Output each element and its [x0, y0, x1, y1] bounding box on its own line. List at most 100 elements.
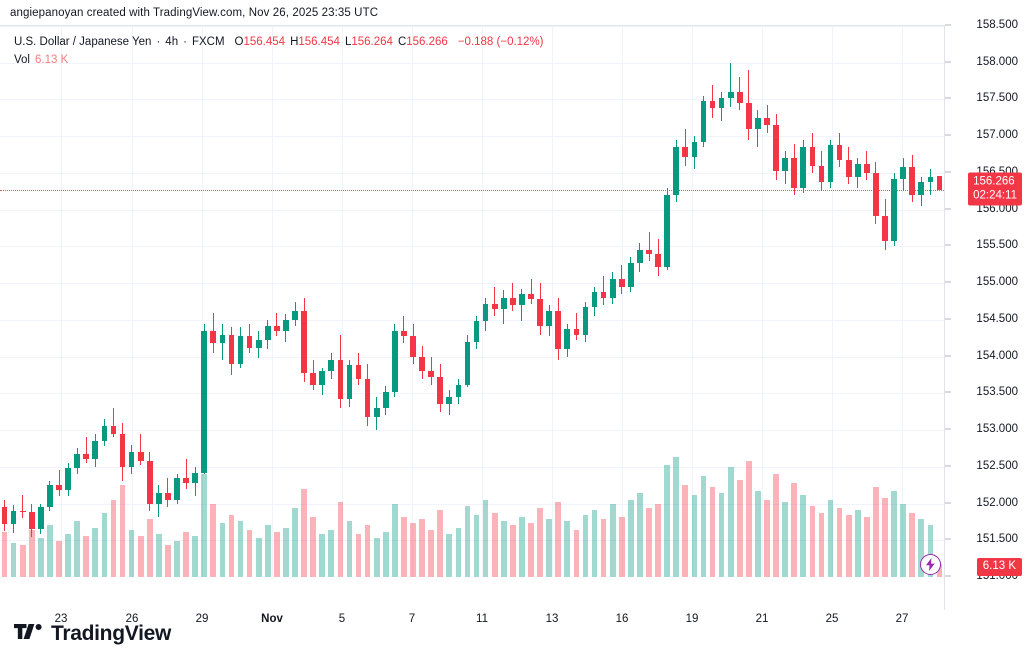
- volume-bar: [791, 482, 798, 577]
- volume-bar: [292, 508, 298, 577]
- grid-line-horizontal: [0, 503, 944, 505]
- volume-bar: [464, 506, 471, 577]
- candle-body: [156, 492, 162, 504]
- candle-body: [119, 433, 126, 467]
- time-axis[interactable]: 23 26 29 Nov 5 7 11 13 16 19 21 25 27: [0, 602, 944, 636]
- grid-line-horizontal: [0, 246, 944, 248]
- candle-body: [301, 311, 307, 373]
- volume-bar: [255, 538, 262, 577]
- volume-bar: [555, 501, 562, 577]
- candle-wick: [929, 169, 931, 195]
- volume-bar: [927, 525, 934, 577]
- chart-pane[interactable]: [0, 26, 944, 577]
- price-axis-tick: 151.500: [976, 533, 1018, 546]
- candle-wick: [521, 289, 523, 322]
- candle-body: [237, 336, 244, 364]
- price-axis[interactable]: 156.266 02:24:11 6.13 K 158.500 158.000 15…: [944, 19, 1024, 610]
- candle-wick: [512, 283, 514, 312]
- price-axis-tick-mark: [945, 355, 951, 357]
- volume-bar: [818, 512, 825, 577]
- candle-body: [110, 426, 117, 434]
- volume-bar: [628, 499, 634, 577]
- candle-body: [818, 165, 825, 182]
- volume-bar: [873, 486, 879, 577]
- grid-line-vertical: [902, 26, 903, 577]
- candle-body: [373, 408, 380, 417]
- time-axis-tick: 16: [615, 613, 629, 625]
- grid-line-horizontal: [0, 62, 944, 64]
- candle-body: [500, 297, 507, 309]
- candle-body: [782, 158, 788, 172]
- candle-body: [482, 303, 489, 322]
- price-axis-tick-mark: [945, 465, 951, 467]
- candle-body: [428, 371, 434, 378]
- volume-bar: [618, 516, 625, 577]
- price-axis-tick-mark: [945, 538, 951, 540]
- candle-body: [38, 507, 44, 529]
- candle-body: [56, 485, 62, 491]
- volume-bar: [845, 514, 852, 577]
- price-axis-tick: 156.000: [976, 202, 1018, 215]
- volume-bar: [219, 523, 226, 577]
- lightning-bolt-icon[interactable]: [919, 554, 941, 575]
- volume-bar: [28, 529, 35, 577]
- time-axis-tick: 11: [476, 613, 488, 625]
- price-axis-tick-mark: [945, 171, 951, 173]
- price-axis-tick: 155.000: [976, 276, 1018, 289]
- candle-body: [1, 507, 8, 525]
- volume-bar: [700, 476, 707, 577]
- volume-badge: 6.13 K: [976, 558, 1022, 576]
- price-axis-tick: 152.500: [976, 459, 1018, 472]
- candle-body: [83, 453, 90, 460]
- candle-countdown: 02:24:11: [973, 189, 1017, 202]
- candle-wick: [575, 312, 577, 341]
- candle-body: [346, 365, 353, 400]
- grid-line-vertical: [622, 26, 623, 577]
- time-axis-tick: 21: [755, 613, 769, 625]
- volume-bar: [437, 510, 444, 577]
- grid-line-vertical: [832, 26, 833, 577]
- grid-line-vertical: [61, 26, 62, 577]
- candle-body: [146, 460, 153, 504]
- volume-bar: [264, 525, 271, 577]
- volume-bar: [92, 527, 99, 577]
- price-axis-tick-mark: [945, 575, 951, 577]
- volume-bar: [691, 495, 698, 577]
- volume-bar: [146, 519, 153, 577]
- candle-body: [882, 215, 888, 241]
- candle-body: [718, 98, 725, 109]
- volume-bar: [482, 499, 489, 577]
- volume-bar: [419, 519, 425, 577]
- candle-body: [392, 330, 398, 392]
- volume-bar: [274, 531, 280, 577]
- candle-body: [537, 299, 543, 326]
- candle-body: [10, 510, 17, 525]
- volume-bar: [546, 519, 552, 577]
- candle-body: [455, 384, 462, 397]
- candle-body: [609, 279, 616, 298]
- volume-bar: [110, 499, 117, 577]
- price-axis-tick-mark: [945, 97, 951, 99]
- candle-body: [700, 100, 707, 143]
- price-axis-tick: 158.500: [976, 19, 1018, 31]
- grid-line-vertical: [202, 26, 203, 577]
- candle-body: [682, 147, 689, 157]
- volume-bar: [637, 493, 643, 577]
- volume-bar: [918, 519, 925, 577]
- candle-body: [510, 297, 516, 306]
- grid-line-horizontal: [0, 26, 944, 27]
- volume-bar: [74, 521, 80, 577]
- price-axis-tick: 153.000: [976, 423, 1018, 436]
- current-price-badge: 156.266 02:24:11: [968, 172, 1022, 206]
- candle-body: [936, 176, 943, 191]
- candle-body: [727, 92, 734, 98]
- price-axis-tick-mark: [945, 391, 951, 393]
- tradingview-footer: TradingView: [14, 622, 171, 646]
- candle-body: [292, 311, 298, 320]
- volume-bar: [864, 516, 870, 577]
- time-axis-tick: 7: [408, 613, 416, 625]
- volume-bar: [337, 501, 344, 577]
- volume-bar: [600, 519, 607, 577]
- volume-bar: [836, 508, 843, 577]
